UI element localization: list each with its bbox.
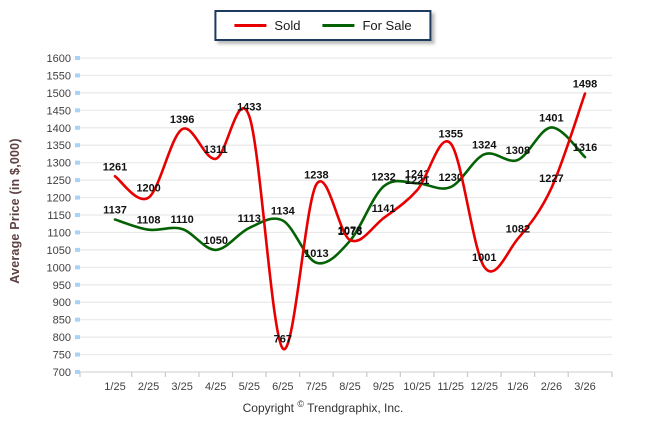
sold-line-swatch [234,24,267,27]
series-line-sold [113,92,587,350]
y-axis-tick [75,160,80,165]
point-label-for-sale: 1308 [506,145,530,157]
copyright-suffix: Trendgraphix, Inc. [307,401,404,415]
point-label-for-sale: 1401 [539,112,563,124]
point-label-sold: 1200 [136,183,160,195]
y-tick-label: 800 [53,332,71,344]
y-tick-label: 1150 [47,210,71,222]
x-tick-label: 4/25 [205,381,226,393]
point-label-for-sale: 1137 [103,205,127,217]
y-axis-tick [75,317,80,322]
y-axis-tick [75,73,80,78]
point-label-for-sale: 1134 [271,206,296,218]
point-label-sold: 1082 [506,224,530,236]
point-label-sold: 1227 [539,173,563,185]
y-tick-label: 950 [53,280,71,292]
legend-label-for-sale: For Sale [362,18,412,33]
point-label-for-sale: 1108 [137,215,161,227]
y-axis-tick [75,335,80,340]
point-label-sold: 1498 [573,79,597,91]
legend: Sold For Sale [214,10,432,41]
copyright-symbol: © [297,399,304,409]
copyright-prefix: Copyright [242,401,294,415]
y-tick-label: 1400 [47,123,71,135]
x-tick-label: 7/25 [306,381,327,393]
point-label-sold: 1433 [237,101,261,113]
x-tick-label: 12/25 [471,381,499,393]
y-tick-label: 1050 [47,245,71,257]
y-tick-label: 1550 [47,70,71,82]
point-label-for-sale: 1324 [472,139,497,151]
x-tick-label: 8/25 [339,381,360,393]
legend-label-sold: Sold [274,18,301,33]
copyright-text: Copyright © Trendgraphix, Inc. [0,399,646,415]
point-label-sold: 1001 [472,252,496,264]
y-axis-tick [75,178,80,183]
point-label-for-sale: 1113 [238,213,261,225]
y-tick-label: 1600 [47,53,71,65]
point-label-sold: 1238 [304,169,328,181]
y-tick-label: 1100 [47,227,71,239]
y-axis-tick [75,213,80,217]
point-label-sold: 1355 [438,128,462,140]
y-axis-tick [75,370,80,374]
point-label-sold: 1078 [338,225,362,237]
legend-item-sold: Sold [234,19,300,32]
x-tick-label: 1/25 [104,381,125,393]
y-axis-tick [75,108,80,113]
x-tick-label: 2/26 [541,381,562,393]
y-axis-tick [75,300,80,305]
x-tick-label: 10/25 [403,381,431,393]
y-tick-label: 750 [53,350,71,362]
y-tick-label: 700 [53,367,71,379]
point-label-for-sale: 1110 [171,214,194,226]
y-tick-label: 850 [53,315,71,327]
x-tick-label: 1/26 [507,381,528,393]
y-axis-tick [75,230,80,235]
y-axis-tick [75,265,80,270]
point-label-for-sale: 1316 [573,142,597,154]
point-label-for-sale: 1232 [371,171,395,183]
y-axis-tick [75,282,80,287]
y-axis-tick [75,90,80,95]
point-label-sold: 1261 [103,161,127,173]
y-axis-tick [75,195,80,200]
point-label-for-sale: 1230 [438,172,462,184]
x-tick-label: 3/25 [171,381,192,393]
y-tick-label: 1350 [47,140,71,152]
y-axis-tick [75,125,80,130]
y-axis-tick [75,247,80,252]
x-tick-label: 6/25 [272,381,293,393]
y-axis-tick [75,56,80,60]
point-label-for-sale: 1241 [405,168,429,180]
point-label-sold: 1311 [204,144,228,156]
y-tick-label: 1450 [47,105,71,117]
point-label-sold: 767 [274,334,292,346]
point-label-sold: 1221 [405,175,429,187]
x-tick-label: 3/26 [574,381,595,393]
y-axis-tick [75,352,80,357]
x-tick-label: 5/25 [239,381,260,393]
y-tick-label: 1500 [47,88,71,100]
y-tick-label: 1200 [47,193,71,205]
y-axis-tick [75,143,80,148]
point-label-for-sale: 1050 [203,235,227,247]
legend-item-for-sale: For Sale [322,18,412,33]
y-tick-label: 1000 [47,262,71,274]
x-tick-label: 9/25 [373,381,394,393]
point-label-sold: 1141 [372,203,396,215]
x-tick-label: 11/25 [437,381,464,393]
for-sale-line-swatch [322,24,355,27]
point-label-sold: 1396 [170,114,194,126]
x-tick-label: 2/25 [138,381,159,393]
point-label-for-sale: 1013 [304,248,328,260]
y-tick-label: 1300 [47,158,71,170]
y-tick-label: 1250 [47,175,71,187]
y-tick-label: 900 [53,297,71,309]
